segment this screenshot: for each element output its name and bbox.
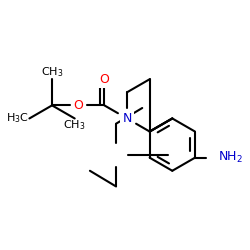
Text: O: O (73, 99, 83, 112)
Text: N: N (122, 112, 132, 125)
Text: O: O (100, 73, 109, 86)
Text: H$_3$C: H$_3$C (6, 112, 30, 125)
Text: CH$_3$: CH$_3$ (41, 66, 63, 79)
Text: NH$_2$: NH$_2$ (218, 150, 242, 165)
Text: CH$_3$: CH$_3$ (64, 118, 86, 132)
